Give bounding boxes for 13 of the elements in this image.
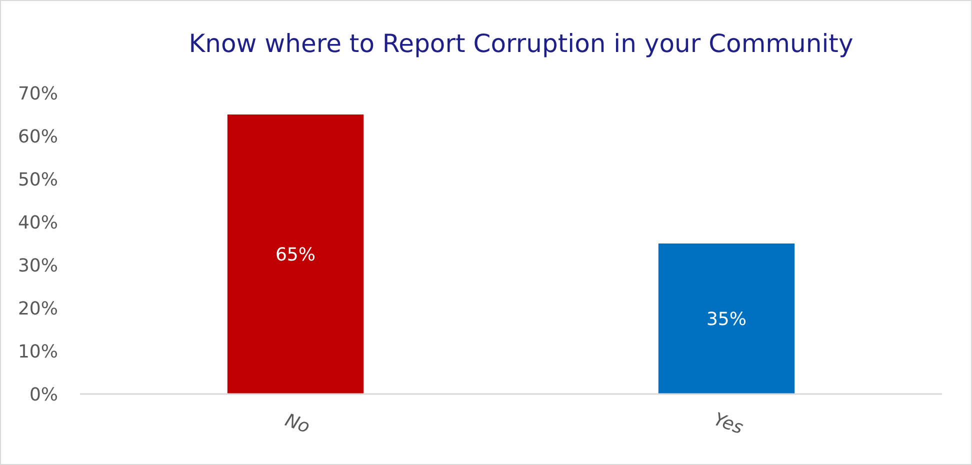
x-tick-label: Yes xyxy=(710,408,746,439)
y-tick-label: 70% xyxy=(18,83,58,104)
x-tick-label: No xyxy=(282,410,312,438)
y-tick-label: 40% xyxy=(18,212,58,234)
y-tick-label: 30% xyxy=(18,255,58,276)
y-tick-label: 50% xyxy=(18,169,58,190)
y-tick-label: 0% xyxy=(29,384,58,406)
chart-title: Know where to Report Corruption in your Community xyxy=(188,29,854,58)
y-tick-label: 60% xyxy=(18,126,58,148)
data-label: 35% xyxy=(706,309,747,330)
data-label: 65% xyxy=(275,244,316,266)
y-tick-label: 20% xyxy=(18,298,58,320)
y-tick-label: 10% xyxy=(18,341,58,362)
